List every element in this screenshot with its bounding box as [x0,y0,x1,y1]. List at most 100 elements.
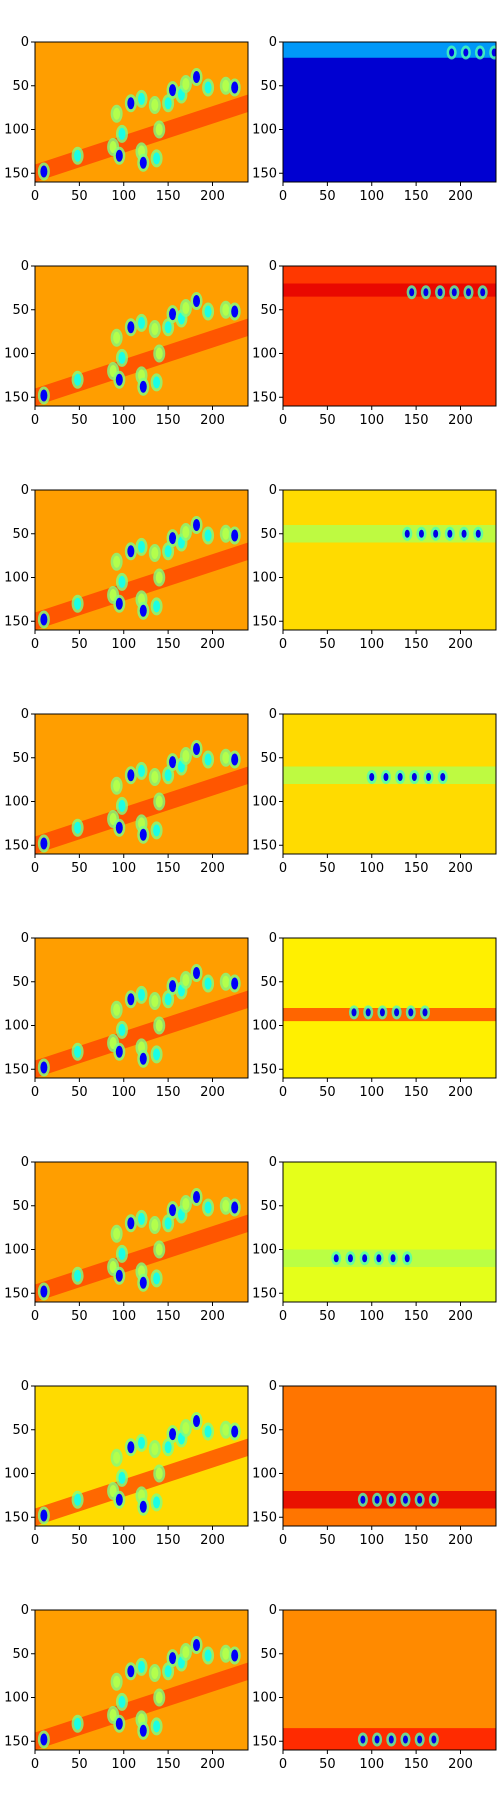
heatmap-hotspot-core [480,288,486,297]
heatmap-blob-core [74,821,82,834]
y-tick-label: 0 [269,1379,277,1394]
heatmap-blob-core [231,1649,239,1662]
heatmap-blob-core [127,1441,135,1454]
heatmap-blob-core [40,837,48,850]
axes-frame [34,1161,249,1303]
heatmap-blob-core [113,1003,121,1016]
heatmap-blob-core [193,743,201,755]
heatmap-blob-core [118,127,126,140]
heatmap-panel-r4-c0: 0 50 100 150 200 0 50 100 150 [4,931,249,1100]
heatmap-blob-core [155,1243,163,1256]
y-tick-label: 50 [260,303,277,318]
y-tick-label: 50 [12,1647,29,1662]
x-tick-label: 200 [200,1309,225,1324]
heatmap-background [283,1610,496,1750]
x-tick-label: 150 [156,1085,181,1100]
heatmap-blob-core [139,380,147,393]
heatmap-blob-core [153,152,161,165]
heatmap-diagonal-band [35,990,248,1078]
axes-frame [34,489,249,631]
heatmap-blob-core [231,977,239,990]
heatmap-diagonal-band [35,542,248,630]
heatmap-blob-core [40,613,48,626]
x-tick-label: 150 [156,637,181,652]
heatmap-hotspot-core [402,1735,408,1744]
heatmap-diagonal-band [35,94,248,182]
y-tick-label: 150 [4,1286,29,1301]
heatmap-blob-core [74,1269,82,1282]
heatmap-blob-core [127,1217,135,1230]
heatmap-blob-core [139,1276,147,1289]
heatmap-background [283,42,496,182]
y-tick-label: 100 [4,1243,29,1258]
y-tick-label: 150 [252,166,277,181]
y-tick-label: 50 [260,527,277,542]
heatmap-blob-core [139,604,147,617]
heatmap-blob-core [193,1415,201,1427]
x-tick-label: 100 [111,1757,136,1772]
heatmap-blob-core [155,571,163,584]
x-tick-label: 150 [156,1533,181,1548]
x-tick-label: 100 [111,861,136,876]
heatmap-blob-core [153,1720,161,1733]
heatmap-hotspot-core [404,529,410,538]
y-tick-label: 150 [4,390,29,405]
x-tick-label: 100 [359,1757,384,1772]
heatmap-blob-core [118,575,126,588]
heatmap-blob-core [182,1198,190,1210]
heatmap-blob-core [222,79,230,92]
heatmap-panel-r2-c1: 0 50 100 150 200 0 50 100 150 [252,483,497,652]
x-tick-label: 100 [111,1085,136,1100]
x-tick-label: 50 [71,1757,88,1772]
y-tick-label: 0 [21,259,29,274]
y-tick-label: 150 [252,1286,277,1301]
x-tick-label: 100 [111,413,136,428]
x-tick-label: 200 [200,861,225,876]
y-tick-label: 150 [252,1062,277,1077]
x-tick-label: 150 [404,413,429,428]
heatmap-panel-r0-c0: 0 50 100 150 200 0 50 100 150 [4,35,249,204]
x-tick-label: 0 [279,1309,287,1324]
heatmap-hotspot-core [374,1735,380,1744]
y-tick-label: 150 [252,1510,277,1525]
y-tick-label: 150 [4,1734,29,1749]
heatmap-blob-core [151,323,159,335]
heatmap-blob-core [153,1272,161,1285]
heatmap-image [283,490,496,630]
heatmap-blob-core [193,519,201,531]
y-tick-label: 0 [21,1603,29,1618]
axes-frame [282,265,497,407]
x-tick-label: 50 [71,1533,88,1548]
heatmap-blob-core [115,1045,123,1058]
heatmap-blob-core [222,303,230,316]
x-tick-label: 0 [31,861,39,876]
y-tick-label: 50 [260,1647,277,1662]
heatmap-blob-core [115,1717,123,1730]
heatmap-blob-core [118,1023,126,1036]
x-tick-label: 100 [111,637,136,652]
heatmap-blob-core [231,753,239,766]
heatmap-hotspot-core [365,1008,371,1017]
heatmap-image [35,1162,248,1302]
heatmap-blob-core [113,331,121,344]
heatmap-blob-core [74,1045,82,1058]
heatmap-image [35,1386,248,1526]
x-tick-label: 0 [31,1757,39,1772]
y-tick-label: 100 [252,1243,277,1258]
heatmap-blob-core [169,532,177,545]
axes-frame [282,1385,497,1527]
axes-frame [282,489,497,631]
heatmap-panel-r2-c0: 0 50 100 150 200 0 50 100 150 [4,483,249,652]
heatmap-blob-core [115,1493,123,1506]
heatmap-blob-core [139,1724,147,1737]
heatmap-hotspot-core [417,1495,423,1504]
heatmap-blob-core [222,1423,230,1436]
heatmap-hotspot-core [390,1254,396,1263]
y-tick-label: 150 [252,390,277,405]
y-tick-label: 0 [269,35,277,50]
heatmap-diagonal-band [35,1438,248,1526]
heatmap-blob-core [169,980,177,993]
x-tick-label: 0 [279,1085,287,1100]
heatmap-blob-core [115,373,123,386]
y-tick-label: 0 [269,931,277,946]
